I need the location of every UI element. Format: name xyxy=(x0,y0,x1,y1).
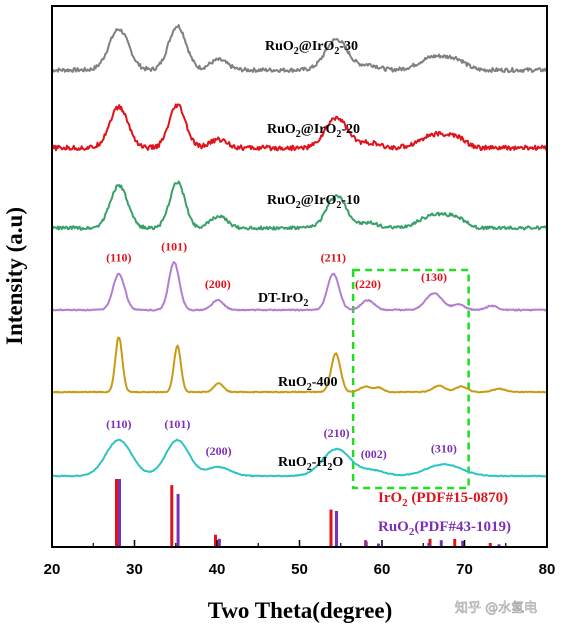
peak-label: (101) xyxy=(161,239,187,253)
x-tick-label: 30 xyxy=(126,561,143,578)
series-label: RuO2-H2O xyxy=(278,455,343,473)
peak-label: (110) xyxy=(106,417,131,431)
peak-label: (210) xyxy=(324,426,350,440)
series-line xyxy=(51,336,548,394)
x-tick-label: 70 xyxy=(456,561,473,578)
series-line xyxy=(51,438,548,478)
peak-label: (110) xyxy=(106,251,131,265)
x-tick-label: 50 xyxy=(291,561,308,578)
series-label: RuO2@IrO2-20 xyxy=(267,122,360,140)
series-label: DT-IrO2 xyxy=(258,291,308,309)
peak-label: (220) xyxy=(355,277,381,291)
series-line xyxy=(51,180,548,231)
peak-label: (002) xyxy=(361,447,387,461)
series-line xyxy=(51,103,548,152)
peak-label: (200) xyxy=(206,444,232,458)
axes: 20 30 40 50 60 70 80 xyxy=(44,540,556,578)
series-label: RuO2@IrO2-30 xyxy=(265,39,358,57)
reference-label: RuO2(PDF#43-1019) xyxy=(378,519,511,538)
reference-label: IrO2 (PDF#15-0870) xyxy=(378,490,508,509)
highlight-box xyxy=(351,268,470,490)
series-line xyxy=(51,261,548,312)
series-line xyxy=(51,24,548,73)
peak-label: (200) xyxy=(205,277,231,291)
x-tick-label: 80 xyxy=(539,561,556,578)
x-tick-label: 60 xyxy=(374,561,391,578)
series-label: RuO2-400 xyxy=(278,375,337,393)
x-axis-title: Two Theta(degree) xyxy=(208,598,393,623)
peak-label: (101) xyxy=(164,417,190,431)
plot-area: RuO2@IrO2-30 RuO2@IrO2-20 RuO2@IrO2-10 DT-I… xyxy=(51,24,548,547)
y-axis-title: Intensity (a.u) xyxy=(2,207,27,345)
peak-label: (211) xyxy=(321,251,346,265)
watermark-text: 知乎 @水氢电 xyxy=(455,600,537,616)
peak-label: (310) xyxy=(431,441,457,455)
x-tick-label: 20 xyxy=(44,561,61,578)
x-tick-label: 40 xyxy=(209,561,226,578)
peak-label: (130) xyxy=(421,270,447,284)
series-label: RuO2@IrO2-10 xyxy=(267,193,360,211)
